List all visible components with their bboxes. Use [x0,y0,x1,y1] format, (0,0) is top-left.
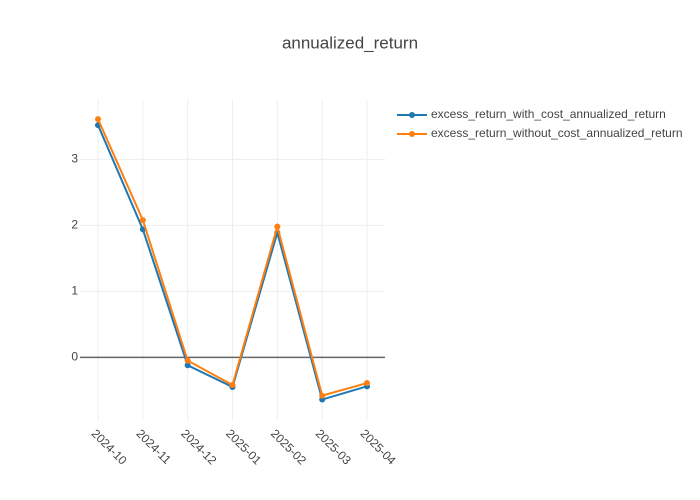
x-tick-label: 2025-02 [268,426,309,467]
data-point [95,116,101,123]
y-tick-label: 3 [71,152,78,166]
y-tick-label: 1 [71,284,78,298]
legend-marker [409,112,415,118]
x-tick-label: 2024-12 [178,426,219,467]
legend-label: excess_return_without_cost_annualized_re… [431,126,683,140]
x-tick-label: 2024-11 [133,426,174,467]
legend-label: excess_return_with_cost_annualized_retur… [431,107,666,121]
data-point [319,392,326,399]
y-tick-label: 2 [71,218,78,232]
data-point [184,357,191,364]
x-tick-label: 2025-03 [313,426,354,467]
x-tick-label: 2024-10 [89,426,130,467]
data-point [229,382,236,389]
data-point [139,217,146,224]
data-point [184,362,191,369]
x-tick-label: 2025-01 [223,426,264,467]
data-point [364,380,370,387]
x-tick-label: 2025-04 [358,426,399,467]
data-point [274,223,281,230]
y-tick-label: 0 [71,349,78,363]
chart-title: annualized_return [282,33,418,52]
legend-marker [409,131,415,137]
